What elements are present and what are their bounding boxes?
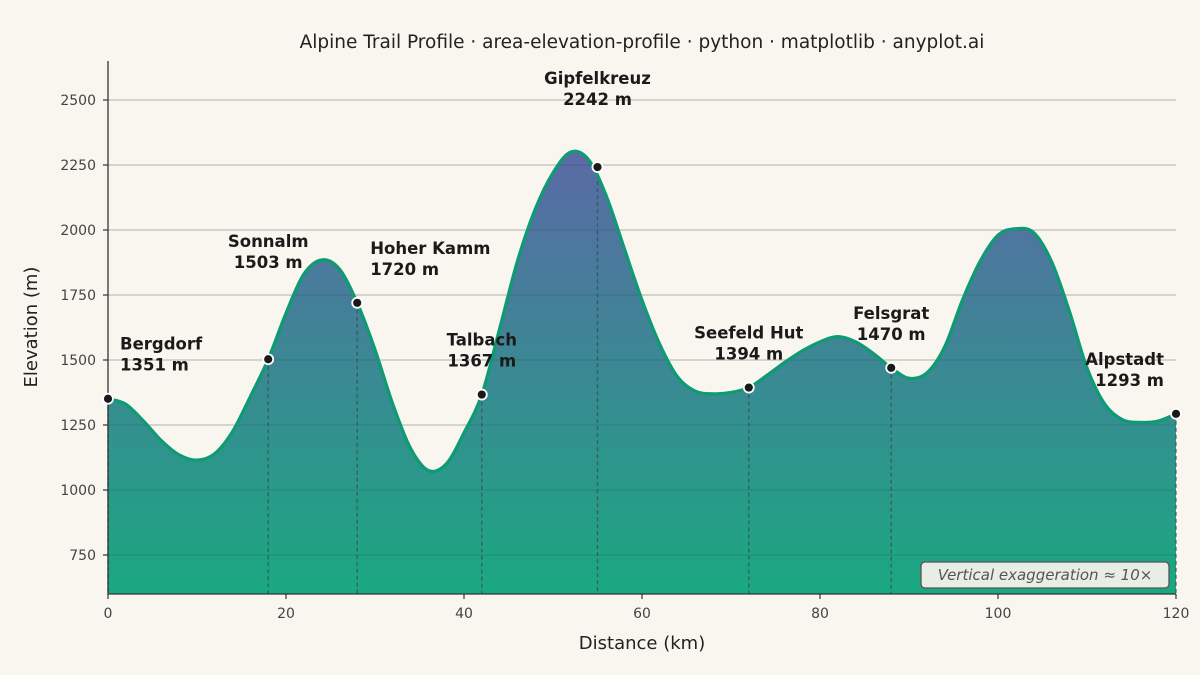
chart-title: Alpine Trail Profile · area-elevation-pr… xyxy=(300,32,985,53)
y-axis-label: Elevation (m) xyxy=(21,267,42,388)
waypoint-elevation: 2242 m xyxy=(563,90,632,109)
waypoint-elevation: 1503 m xyxy=(234,253,303,272)
waypoint-marker xyxy=(102,392,114,405)
waypoint-elevation: 1367 m xyxy=(447,352,516,371)
waypoint-marker xyxy=(262,353,275,366)
waypoint-label: Felsgrat 1470 m xyxy=(853,304,929,344)
waypoint-label: Hoher Kamm 1720 m xyxy=(370,239,490,279)
waypoint-marker xyxy=(742,381,755,394)
exaggeration-note-text: Vertical exaggeration ≈ 10× xyxy=(938,566,1153,584)
x-tick-label: 40 xyxy=(455,606,473,622)
waypoint-name: Sonnalm xyxy=(228,232,309,251)
x-axis-label: Distance (km) xyxy=(579,633,705,654)
waypoint-name: Seefeld Hut xyxy=(694,324,803,343)
x-tick-label: 0 xyxy=(104,606,113,622)
waypoint-name: Talbach xyxy=(447,331,517,350)
y-tick-label: 1000 xyxy=(60,483,96,499)
waypoint-elevation: 1394 m xyxy=(714,345,783,364)
waypoint-name: Alpstadt xyxy=(1085,350,1164,369)
x-tick-label: 20 xyxy=(277,606,295,622)
elevation-line xyxy=(107,149,1177,474)
tick-labels: 0 20 40 60 80 100 120 750 1000 1250 1500 1750 2000 22… xyxy=(60,93,1189,622)
exaggeration-note: Vertical exaggeration ≈ 10× xyxy=(920,561,1170,589)
x-tick-label: 100 xyxy=(985,606,1012,622)
waypoints: Bergdorf 1351 m Sonnalm 1503 m Hoher Kamm 172… xyxy=(102,69,1182,420)
x-tick-label: 120 xyxy=(1163,606,1190,622)
waypoint-label: Alpstadt 1293 m xyxy=(1085,350,1164,390)
y-tick-label: 2250 xyxy=(60,158,96,174)
x-tick-label: 80 xyxy=(811,606,829,622)
y-tick-label: 1500 xyxy=(60,353,96,369)
elevation-area xyxy=(108,151,1176,595)
waypoint-elevation: 1470 m xyxy=(857,325,926,344)
waypoint-elevation: 1293 m xyxy=(1095,371,1164,390)
waypoint-marker xyxy=(475,388,488,401)
y-tick-label: 2500 xyxy=(60,93,96,109)
waypoint-marker xyxy=(351,296,364,309)
waypoint-marker xyxy=(591,161,604,173)
waypoint-label: Bergdorf 1351 m xyxy=(120,335,203,375)
waypoint-marker xyxy=(1170,407,1182,420)
waypoint-elevation: 1351 m xyxy=(120,356,189,375)
y-tick-label: 1750 xyxy=(60,288,96,304)
plot-area xyxy=(107,99,1177,595)
y-tick-label: 2000 xyxy=(60,223,96,239)
y-tick-label: 750 xyxy=(69,548,96,564)
y-tick-label: 1250 xyxy=(60,418,96,434)
waypoint-label: Seefeld Hut 1394 m xyxy=(694,324,803,364)
waypoint-name: Felsgrat xyxy=(853,304,929,323)
x-tick-label: 60 xyxy=(633,606,651,622)
waypoint-name: Bergdorf xyxy=(120,335,203,354)
exaggeration-note-box xyxy=(920,561,1170,589)
waypoint-marker xyxy=(885,361,898,374)
waypoint-label: Gipfelkreuz 2242 m xyxy=(544,69,651,109)
waypoint-label: Sonnalm 1503 m xyxy=(228,232,309,272)
waypoint-label: Talbach 1367 m xyxy=(447,331,517,371)
waypoint-name: Hoher Kamm xyxy=(370,239,490,258)
waypoint-elevation: 1720 m xyxy=(370,260,439,279)
waypoint-name: Gipfelkreuz xyxy=(544,69,651,88)
